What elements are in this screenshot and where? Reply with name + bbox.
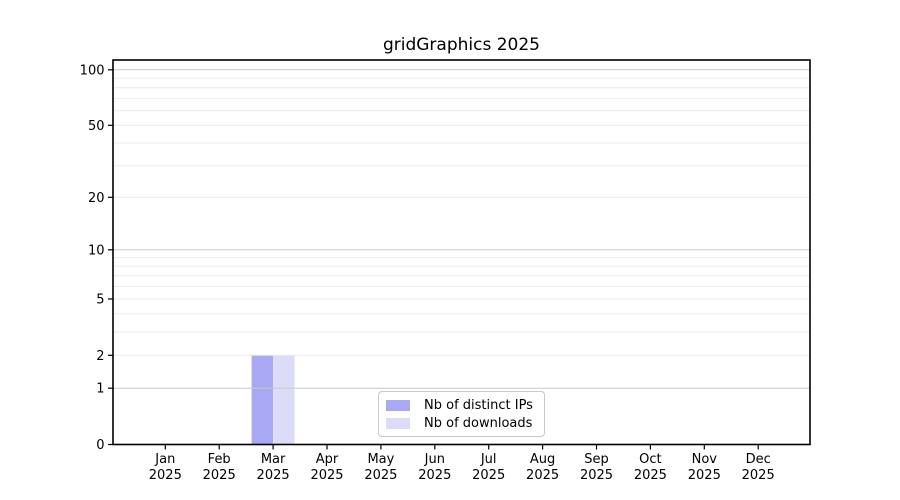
plot-border [112,59,811,446]
y-tick-label-5: 5 [96,293,104,308]
x-tick-label-jul: Jul 2025 [472,452,505,483]
x-tick-label-may: May 2025 [364,452,397,483]
bar-nb-of-downloads-mar [273,355,295,445]
x-tick-label-oct: Oct 2025 [634,452,667,483]
legend-label-downloads: Nb of downloads [424,415,533,431]
x-tick-label-mar: Mar 2025 [257,452,290,483]
legend-label-distinct-ips: Nb of distinct IPs [424,397,533,413]
legend-swatch-downloads [386,417,410,429]
x-tick-label-apr: Apr 2025 [310,452,343,483]
y-tick-label-50: 50 [88,119,105,134]
x-tick-label-aug: Aug 2025 [526,452,559,483]
y-tick-label-1: 1 [96,382,104,397]
x-tick-label-dec: Dec 2025 [742,452,775,483]
x-tick-label-jan: Jan 2025 [149,452,182,483]
x-tick-label-feb: Feb 2025 [203,452,236,483]
legend-swatch-distinct-ips [386,399,410,411]
y-tick-label-10: 10 [88,243,105,258]
y-tick-label-20: 20 [88,191,105,206]
y-tick-label-0: 0 [96,438,104,453]
bar-nb-of-distinct-ips-mar [251,355,274,445]
y-tick-label-100: 100 [80,63,105,78]
legend-item-downloads: Nb of downloads [386,417,536,430]
legend: Nb of distinct IPs Nb of downloads [378,391,545,437]
legend-item-distinct-ips: Nb of distinct IPs [386,399,536,412]
x-tick-label-sep: Sep 2025 [580,452,613,483]
y-tick-label-2: 2 [96,349,104,364]
x-tick-label-jun: Jun 2025 [418,452,451,483]
x-tick-label-nov: Nov 2025 [688,452,721,483]
